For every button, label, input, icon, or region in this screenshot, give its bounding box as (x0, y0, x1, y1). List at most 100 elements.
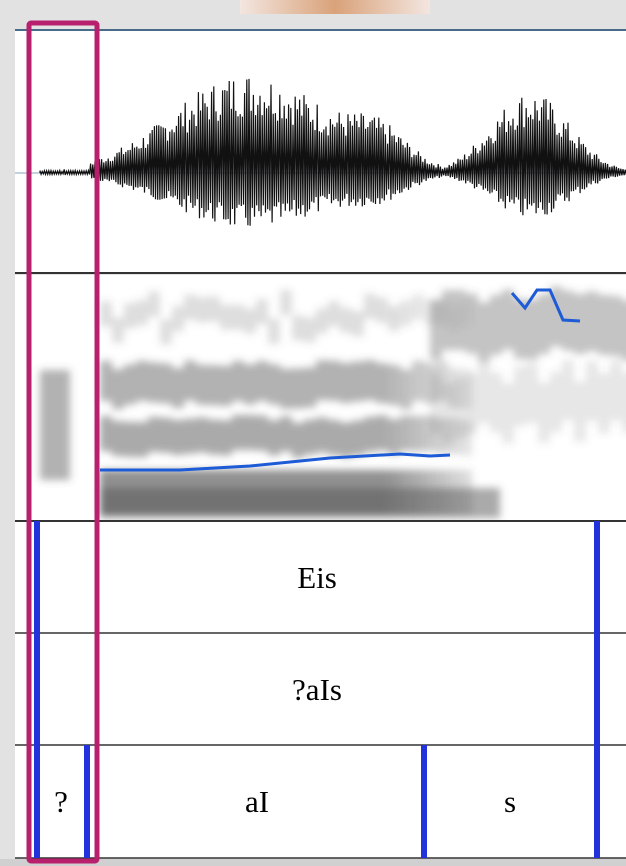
spectral-energy (562, 360, 574, 420)
spectral-energy (136, 361, 148, 401)
spectral-energy (340, 363, 352, 403)
spectral-energy (220, 420, 232, 455)
spectral-energy (316, 308, 328, 333)
spectral-energy (388, 419, 400, 454)
spectral-energy (352, 311, 364, 336)
spectral-energy (574, 382, 586, 442)
spectral-energy (586, 361, 598, 421)
spectral-energy (412, 416, 424, 451)
spectral-energy (256, 299, 268, 324)
spectral-energy (304, 317, 316, 342)
spectral-energy (208, 420, 220, 455)
praat-editor: Eis ?aIs ? aI s (0, 0, 626, 866)
spectral-energy (100, 361, 112, 401)
spectral-energy (184, 295, 196, 320)
spectral-energy (610, 296, 622, 356)
spectral-energy (340, 423, 352, 458)
spectral-energy (538, 294, 550, 354)
spectral-energy (400, 301, 412, 326)
spectral-energy (454, 378, 466, 438)
spectral-energy (160, 364, 172, 404)
spectral-energy (112, 369, 124, 409)
spectral-energy (148, 292, 160, 317)
spectral-energy (124, 364, 136, 404)
spectral-energy (400, 416, 412, 451)
spectral-energy (244, 309, 256, 334)
spectral-energy (376, 363, 388, 403)
spectral-energy (148, 362, 160, 402)
spectral-energy (502, 289, 514, 349)
spectral-energy (256, 416, 268, 451)
spectral-energy (598, 295, 610, 355)
spectral-energy (352, 361, 364, 401)
spectral-energy (364, 294, 376, 319)
spectral-energy (160, 319, 172, 344)
spectral-energy (292, 423, 304, 458)
spectral-energy (184, 361, 196, 401)
spectral-energy (100, 488, 500, 518)
spectral-energy (280, 416, 292, 451)
spectral-energy (376, 298, 388, 323)
spectral-energy (268, 364, 280, 404)
spectral-energy (172, 420, 184, 455)
spectral-energy (526, 300, 538, 360)
spectral-energy (208, 296, 220, 321)
spectral-energy (388, 306, 400, 331)
spectral-energy (364, 360, 376, 400)
spectral-energy (610, 361, 622, 421)
spectral-energy (172, 368, 184, 408)
spectral-energy (100, 416, 112, 451)
spectral-energy (148, 417, 160, 452)
top-thumbnail (240, 0, 430, 14)
spectral-energy (502, 383, 514, 443)
spectral-energy (478, 302, 490, 362)
spectral-energy (466, 294, 478, 354)
spectral-energy (364, 417, 376, 452)
spectral-energy (112, 421, 124, 456)
spectral-energy (208, 365, 220, 405)
spectral-energy (232, 305, 244, 330)
spectral-energy (304, 420, 316, 455)
spectral-energy (268, 420, 280, 455)
spectral-energy (442, 383, 454, 443)
interval-label[interactable]: ? (54, 784, 68, 819)
interval-label[interactable]: aI (245, 784, 269, 819)
spectral-energy (304, 368, 316, 408)
spectral-energy (244, 365, 256, 405)
spectral-energy (454, 290, 466, 350)
spectral-energy (280, 369, 292, 409)
spectral-energy (160, 418, 172, 453)
spectral-energy (40, 370, 70, 480)
spectral-energy (574, 294, 586, 354)
spectral-energy (340, 308, 352, 333)
spectral-energy (100, 301, 112, 326)
spectral-energy (196, 297, 208, 322)
spectral-energy (526, 363, 538, 423)
interval-label[interactable]: Eis (297, 560, 337, 595)
interval-label[interactable]: ?aIs (292, 672, 342, 707)
spectral-energy (622, 301, 626, 361)
spectral-energy (328, 361, 340, 401)
spectral-energy (328, 420, 340, 455)
spectral-energy (490, 373, 502, 433)
interval-label[interactable]: s (504, 784, 516, 819)
spectral-energy (112, 318, 124, 343)
spectral-energy (490, 295, 502, 355)
spectral-energy (220, 366, 232, 406)
spectral-energy (376, 415, 388, 450)
spectral-energy (598, 373, 610, 433)
spectral-energy (292, 315, 304, 340)
spectral-energy (220, 305, 232, 330)
spectral-energy (256, 361, 268, 401)
spectral-energy (328, 301, 340, 326)
spectral-energy (412, 294, 424, 319)
spectral-energy (268, 319, 280, 344)
spectral-energy (244, 415, 256, 450)
spectral-energy (430, 374, 442, 434)
spectral-energy (412, 361, 424, 401)
spectral-energy (538, 383, 550, 443)
spectral-energy (292, 368, 304, 408)
spectral-energy (184, 419, 196, 454)
spectral-energy (316, 417, 328, 452)
spectral-energy (124, 422, 136, 457)
